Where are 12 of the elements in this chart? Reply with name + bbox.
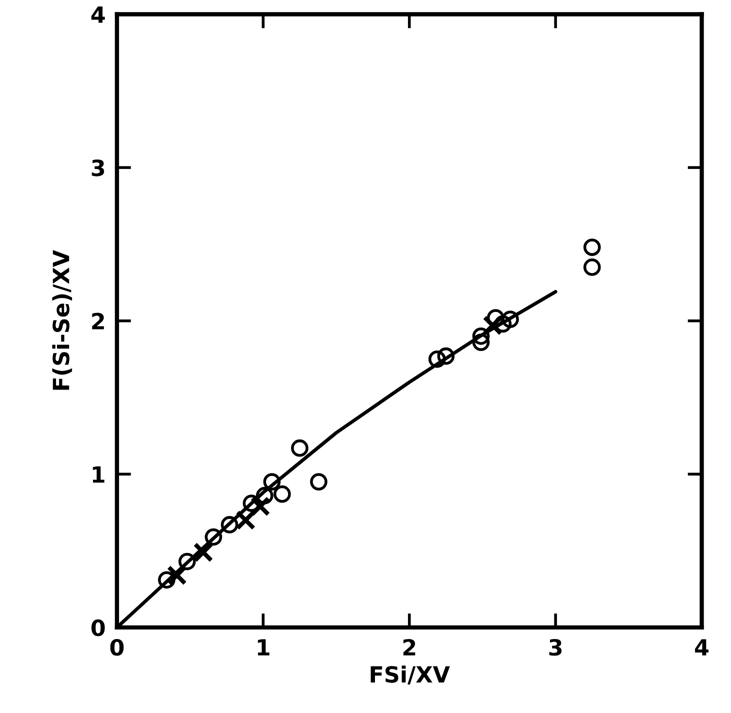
y-tick-label: 2 (92, 312, 104, 330)
y-tick-label: 1 (92, 466, 104, 483)
x-tick-label: 1 (258, 639, 270, 656)
x-tick-label: 4 (695, 639, 708, 656)
y-tick-label: 4 (91, 6, 105, 23)
x-tick-label: 2 (403, 638, 416, 656)
x-axis-title: FSi/XV (370, 666, 450, 685)
y-tick-label: 3 (92, 160, 104, 176)
y-axis-title: F(Si-Se)/XV (52, 250, 72, 390)
x-tick-label: 0 (110, 638, 124, 656)
x-tick-label: 3 (549, 638, 562, 656)
y-tick-label: 0 (91, 619, 105, 636)
